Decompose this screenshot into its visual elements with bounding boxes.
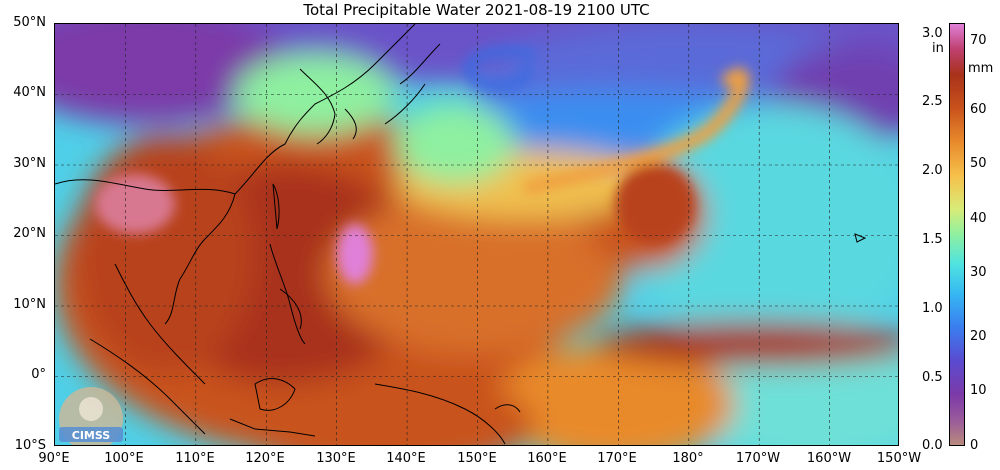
lat-label-30n: 30°N <box>13 156 46 171</box>
cb-inch-unit: in <box>932 41 944 56</box>
lat-label-0: 0° <box>31 367 46 382</box>
cb-mm-0: 0 <box>970 438 979 453</box>
lon-label-140e: 140°E <box>386 451 426 466</box>
precipitable-water-map: CIMSS <box>54 23 899 446</box>
map-canvas: CIMSS <box>55 24 898 445</box>
graticule <box>55 24 898 445</box>
lat-label-10n: 10°N <box>13 297 46 312</box>
lat-label-10s: 10°S <box>14 438 46 453</box>
logo-text: CIMSS <box>72 429 111 442</box>
cb-inch-2-5: 2.5 <box>922 94 943 109</box>
cb-mm-10: 10 <box>970 383 987 398</box>
cb-inch-0-0: 0.0 <box>922 438 943 453</box>
cb-mm-40: 40 <box>970 211 987 226</box>
cb-mm-70: 70 <box>970 33 987 48</box>
moisture-field <box>55 24 898 445</box>
cimss-logo: CIMSS <box>59 387 123 445</box>
lon-label-150w: 150°W <box>876 451 922 466</box>
cb-mm-60: 60 <box>970 102 987 117</box>
cb-mm-30: 30 <box>970 265 987 280</box>
cb-mm-50: 50 <box>970 156 987 171</box>
coastlines <box>55 24 867 445</box>
lon-label-170e: 170°E <box>597 451 637 466</box>
cb-inch-1-5: 1.5 <box>922 232 943 247</box>
lon-label-170w: 170°W <box>735 451 781 466</box>
lon-label-130e: 130°E <box>316 451 356 466</box>
cb-inch-1-0: 1.0 <box>922 301 943 316</box>
lat-label-50n: 50°N <box>13 15 46 30</box>
lon-label-180: 180° <box>672 451 704 466</box>
lon-label-90e: 90°E <box>38 451 70 466</box>
lon-label-120e: 120°E <box>245 451 285 466</box>
lat-label-40n: 40°N <box>13 85 46 100</box>
lon-label-160e: 160°E <box>527 451 567 466</box>
map-title: Total Precipitable Water 2021-08-19 2100… <box>303 1 650 19</box>
colorbar <box>949 23 965 446</box>
cb-mm-20: 20 <box>970 329 987 344</box>
lon-label-160w: 160°W <box>806 451 852 466</box>
lon-label-100e: 100°E <box>104 451 144 466</box>
lat-label-20n: 20°N <box>13 226 46 241</box>
lon-label-110e: 110°E <box>175 451 215 466</box>
cb-mm-unit: mm <box>968 61 994 76</box>
cb-inch-0-5: 0.5 <box>922 370 943 385</box>
lon-label-150e: 150°E <box>457 451 497 466</box>
cb-inch-2-0: 2.0 <box>922 163 943 178</box>
cb-inch-3-0: 3.0 <box>922 26 943 41</box>
